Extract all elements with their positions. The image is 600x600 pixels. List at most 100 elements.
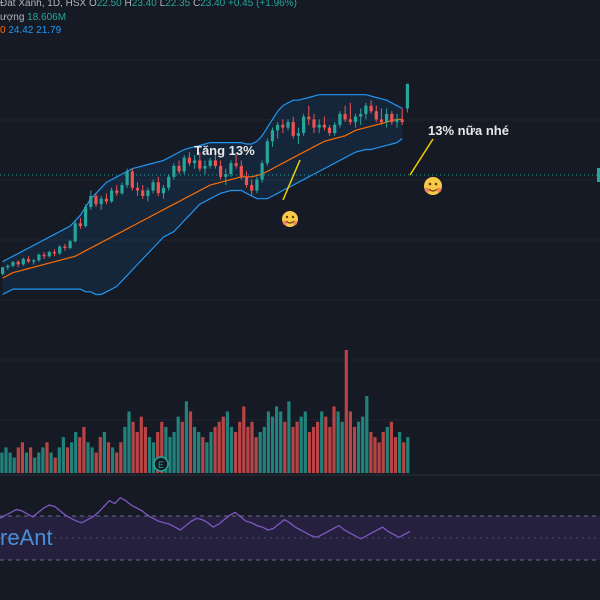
indicator-prefix: 0 [0,25,6,36]
volume-bar [369,432,373,473]
last-price-tag [597,168,600,182]
volume-bar [381,432,385,473]
volume-bar [172,432,176,473]
high-label: H [124,0,132,9]
candle-body [348,119,352,123]
volume-bar [225,411,229,473]
volume-bar [262,426,266,473]
band-upper-line [2,94,403,263]
volume-bar [37,452,41,473]
volume-bar [316,421,320,474]
moving-average-line [2,118,403,279]
candle-body [244,176,249,185]
volume-bar [295,421,299,474]
volume-bar [398,432,402,473]
earnings-marker-label: E [158,460,164,470]
symbol-title: Đất Xanh, 1D, HSX [0,0,87,9]
volume-bar [131,421,135,474]
volume-bar [221,416,225,473]
candle-body [255,179,259,191]
volume-bar [123,426,127,473]
volume-bar [250,421,254,474]
candle-body [94,196,98,205]
candle-body [353,116,358,123]
volume-bar [320,411,324,473]
candle-body [47,252,51,257]
volume-bar [74,432,78,473]
volume-bar [4,447,8,473]
volume-bar [344,350,348,473]
volume-bar [299,416,303,473]
volume-bar [365,396,369,473]
volume-bar [246,426,250,473]
candle-body [239,165,243,177]
annotation-rise: Tăng 13% [194,143,255,158]
volume-bar [45,442,49,474]
volume-bar [209,432,213,473]
candle-body [187,157,191,164]
candle-body [198,160,202,169]
volume-bar [29,447,33,473]
candle-body [374,111,378,120]
volume-bar [332,406,336,473]
volume-bar [205,442,209,474]
volume-bar [115,452,119,473]
volume-bar [188,411,193,473]
volume-bar [352,426,357,473]
volume-bar [291,426,295,473]
candle-body [16,261,20,265]
candle-body [400,119,404,123]
candle-body [58,246,62,254]
volume-bar [94,452,98,473]
candle-body [104,198,108,202]
candle-body [276,124,280,131]
price-grid [0,59,600,421]
volume-bar [361,416,365,473]
candle-body [120,185,124,194]
volume-bar [135,432,139,473]
candle-body [338,113,342,125]
candle-body [281,124,285,128]
volume-bar [82,426,86,473]
volume-bar [90,447,94,473]
volume-bar [57,447,61,473]
volume-bar [238,421,242,474]
volume-bar [102,432,106,473]
volume-bar [160,421,164,474]
volume-bar [201,437,205,473]
candle-body [327,127,332,134]
volume-bar [229,426,234,473]
candle-body [110,190,114,202]
note-line-2 [409,138,434,176]
volume-bar [266,411,270,473]
volume-bar [406,437,410,473]
volume-bar [254,437,258,473]
symbol-legend: Đất Xanh, 1D, HSX O22.50 H23.40 L22.35 C… [0,0,297,9]
candle-body [42,254,46,257]
volume-bar [164,426,168,473]
earnings-marker-icon[interactable]: E [153,456,169,472]
candle-body [73,223,77,242]
candle-body [115,190,119,194]
volume-bar [41,447,45,473]
candle-body [291,122,295,136]
volume-bar [275,406,279,473]
open-value: 22.50 [96,0,122,9]
candle-body [369,105,373,112]
volume-bar [143,426,147,473]
candle-body [99,198,103,205]
candle-body [333,124,337,133]
volume-bar [180,421,184,474]
volume-bar [234,432,238,473]
change-value: +0.45 (+1.96%) [228,0,297,9]
candle-body [219,165,223,177]
candle-body [364,105,368,114]
volume-bar [357,421,361,474]
volume-bar [70,442,74,474]
volume-value: 18.606M [27,12,67,23]
candle-body [390,113,394,123]
volume-bar [197,432,201,473]
candle-body [26,258,31,262]
bollinger-bands [2,94,403,296]
volume-bar [307,432,311,473]
